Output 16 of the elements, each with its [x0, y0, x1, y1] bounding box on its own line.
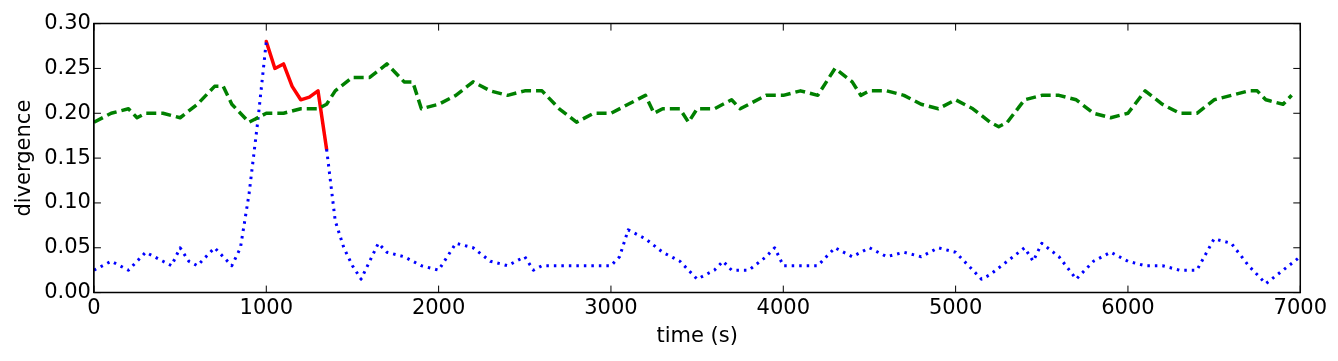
x-tick-label: 5000	[928, 294, 983, 319]
line-series	[93, 62, 1294, 129]
y-tick-label: 0.25	[44, 54, 91, 79]
y-tick-label: 0.30	[44, 10, 91, 35]
y-tick-label: 0.20	[44, 99, 91, 124]
x-tick-label: 4000	[756, 294, 811, 319]
x-tick-label: 2000	[411, 294, 466, 319]
y-tick-label: 0.05	[44, 234, 91, 259]
y-tick-label: 0.15	[44, 144, 91, 169]
x-tick-label: 7000	[1273, 294, 1327, 319]
x-tick-label: 6000	[1101, 294, 1155, 319]
x-tick-label: 1000	[239, 294, 294, 319]
x-tick-label: 3000	[584, 294, 638, 319]
y-axis-title: divergence	[11, 99, 36, 217]
x-axis-title: time (s)	[656, 322, 738, 347]
y-tick-label: 0.10	[44, 189, 91, 214]
